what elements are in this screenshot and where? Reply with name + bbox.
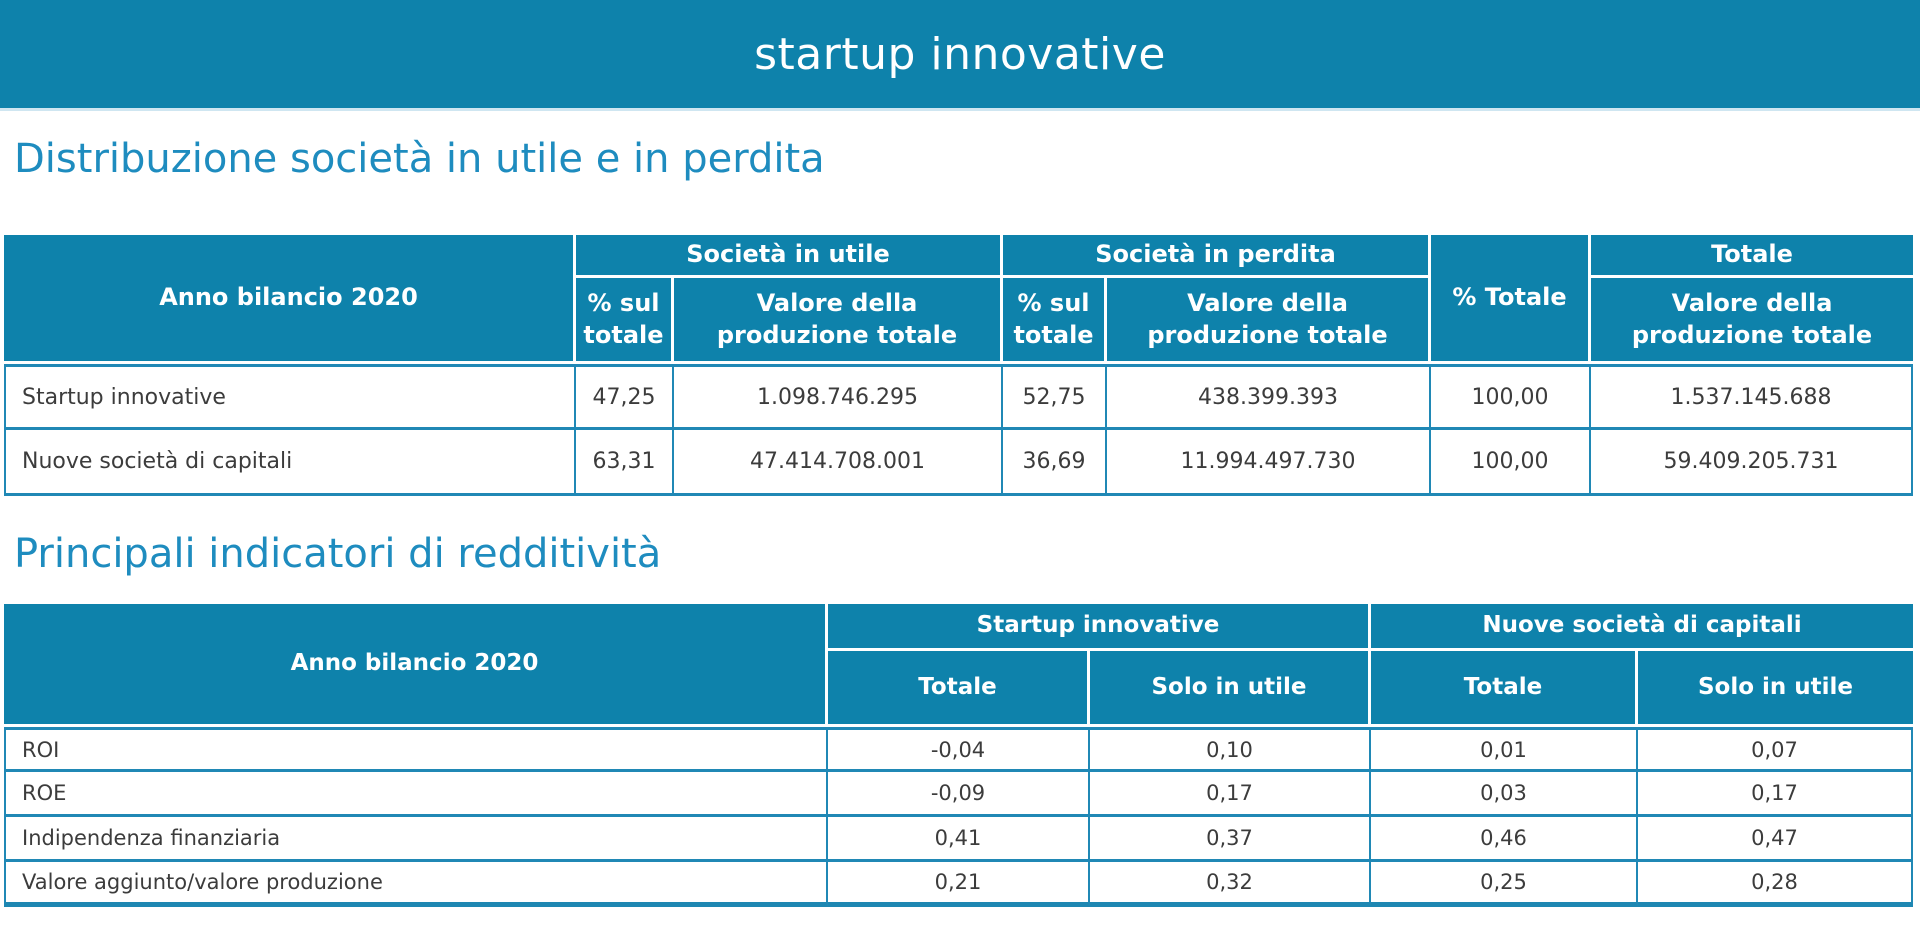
t1-sub-valore-produzione-utile: Valore della produzione totale [674, 278, 1004, 364]
t2-row-label: Valore aggiunto/valore produzione [4, 862, 828, 907]
section-heading-distribuzione: Distribuzione società in utile e in perd… [14, 136, 825, 182]
t2-row-label: ROE [4, 772, 828, 817]
t1-sub-perc-sul-totale-utile: % sul totale [576, 278, 674, 364]
t2-sub-totale-nuove: Totale [1371, 651, 1638, 727]
t1-cell: 1.098.746.295 [674, 364, 1004, 430]
table-indicatori-redditivita: Anno bilancio 2020 Startup innovative Nu… [4, 604, 1914, 907]
t1-cell: 52,75 [1003, 364, 1108, 430]
table-row: Indipendenza finanziaria 0,41 0,37 0,46 … [4, 817, 1914, 862]
table-row: ROI -0,04 0,10 0,01 0,07 [4, 727, 1914, 772]
t1-cell: 100,00 [1431, 430, 1592, 496]
t2-corner-header: Anno bilancio 2020 [4, 604, 828, 727]
t2-group-nuove-societa: Nuove società di capitali [1371, 604, 1914, 651]
t1-cell: 47,25 [576, 364, 674, 430]
t1-row-label: Nuove società di capitali [4, 430, 576, 496]
t2-cell: 0,28 [1638, 862, 1914, 907]
t2-cell: 0,32 [1090, 862, 1371, 907]
t2-sub-solo-utile-startup: Solo in utile [1090, 651, 1371, 727]
t2-row-label: Indipendenza finanziaria [4, 817, 828, 862]
t2-cell: 0,47 [1638, 817, 1914, 862]
t1-corner-header: Anno bilancio 2020 [4, 235, 576, 364]
t1-row-label: Startup innovative [4, 364, 576, 430]
t2-cell: 0,46 [1371, 817, 1638, 862]
t2-cell: 0,17 [1090, 772, 1371, 817]
t1-sub-perc-sul-totale-perdita: % sul totale [1003, 278, 1108, 364]
table-distribuzione-utile-perdita: Anno bilancio 2020 Società in utile Soci… [4, 235, 1914, 496]
t2-cell: 0,07 [1638, 727, 1914, 772]
t1-group-societa-in-utile: Società in utile [576, 235, 1004, 278]
t1-group-totale: Totale [1591, 235, 1914, 278]
t2-cell: 0,03 [1371, 772, 1638, 817]
t2-cell: -0,09 [828, 772, 1090, 817]
t1-group-societa-in-perdita: Società in perdita [1003, 235, 1432, 278]
t2-row-label: ROI [4, 727, 828, 772]
table-row: Startup innovative 47,25 1.098.746.295 5… [4, 364, 1914, 430]
t2-cell: 0,41 [828, 817, 1090, 862]
t1-cell: 438.399.393 [1107, 364, 1432, 430]
t1-cell: 36,69 [1003, 430, 1108, 496]
t2-cell: 0,10 [1090, 727, 1371, 772]
t1-cell: 47.414.708.001 [674, 430, 1004, 496]
t1-cell: 63,31 [576, 430, 674, 496]
t2-sub-solo-utile-nuove: Solo in utile [1638, 651, 1914, 727]
t2-group-startup-innovative: Startup innovative [828, 604, 1371, 651]
t2-sub-totale-startup: Totale [828, 651, 1090, 727]
table-row: Nuove società di capitali 63,31 47.414.7… [4, 430, 1914, 496]
t1-cell: 11.994.497.730 [1107, 430, 1432, 496]
top-title-bar: startup innovative [0, 0, 1920, 111]
t1-cell: 59.409.205.731 [1591, 430, 1914, 496]
table-row: ROE -0,09 0,17 0,03 0,17 [4, 772, 1914, 817]
t2-cell: 0,17 [1638, 772, 1914, 817]
t1-group-perc-totale: % Totale [1431, 235, 1592, 364]
t2-cell: -0,04 [828, 727, 1090, 772]
t2-cell: 0,21 [828, 862, 1090, 907]
t1-sub-valore-produzione-totale: Valore della produzione totale [1591, 278, 1914, 364]
t2-cell: 0,37 [1090, 817, 1371, 862]
t1-cell: 1.537.145.688 [1591, 364, 1914, 430]
section-heading-indicatori: Principali indicatori di redditività [14, 531, 662, 577]
table-row: Valore aggiunto/valore produzione 0,21 0… [4, 862, 1914, 907]
t1-cell: 100,00 [1431, 364, 1592, 430]
t2-cell: 0,01 [1371, 727, 1638, 772]
t2-cell: 0,25 [1371, 862, 1638, 907]
t1-sub-valore-produzione-perdita: Valore della produzione totale [1107, 278, 1432, 364]
page-title: startup innovative [754, 28, 1166, 80]
